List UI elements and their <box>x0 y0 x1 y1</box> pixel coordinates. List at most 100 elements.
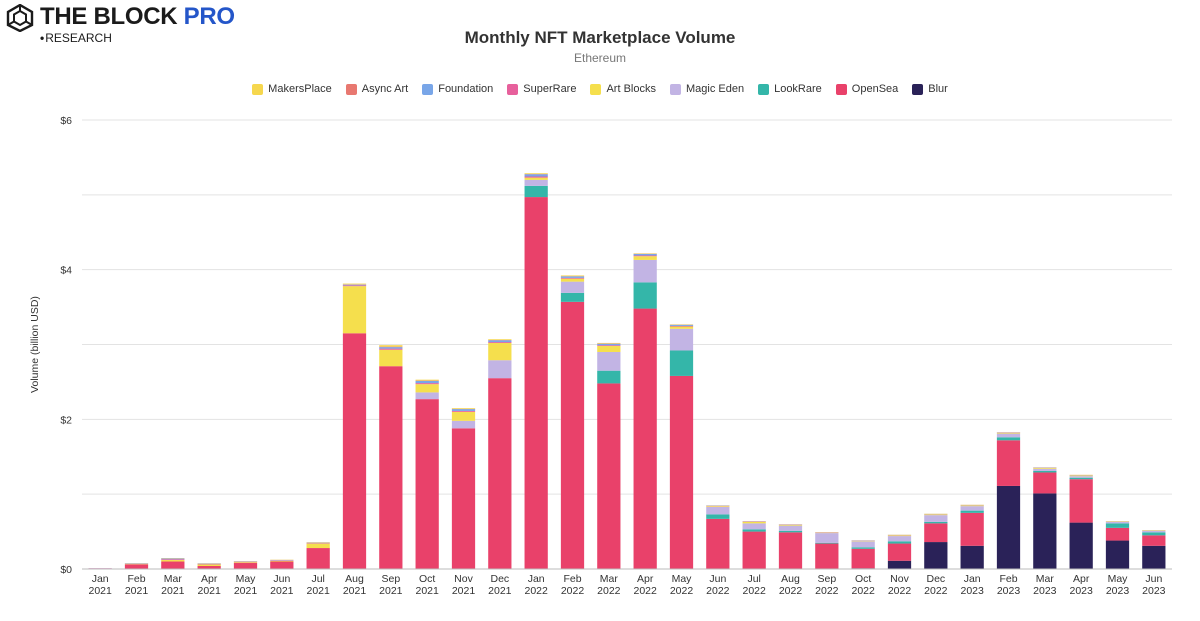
bar-segment <box>379 349 403 367</box>
bar-segment <box>124 564 149 569</box>
bar-segment <box>197 564 221 567</box>
x-tick-label-month: Dec <box>490 573 509 585</box>
legend-item[interactable]: Foundation <box>422 83 493 95</box>
legend-label: LookRare <box>774 83 822 95</box>
bar-segment <box>742 523 766 530</box>
bar-segment <box>778 530 803 533</box>
x-tick-label-year: 2021 <box>197 585 221 597</box>
x-tick-label-year: 2021 <box>379 585 403 597</box>
bar-segment <box>851 547 875 549</box>
bar-segment <box>1033 470 1057 473</box>
x-tick-label-year: 2023 <box>1069 585 1093 597</box>
bar-segment <box>342 333 367 569</box>
legend-label: Art Blocks <box>606 83 656 95</box>
x-tick-label-year: 2022 <box>851 585 875 597</box>
bar-segment <box>706 514 730 519</box>
bar-segment <box>742 531 766 569</box>
bar-segment <box>597 345 621 346</box>
x-tick-label-month: Jul <box>311 573 324 585</box>
bar-segment <box>451 410 476 412</box>
bar-segment <box>233 562 258 564</box>
bar-segment <box>633 282 657 309</box>
bar-segment <box>815 543 839 569</box>
bar-segment <box>815 542 839 544</box>
y-tick-label: $6 <box>60 115 72 127</box>
x-tick-label-year: 2022 <box>779 585 803 597</box>
x-tick-label-year: 2022 <box>524 585 548 597</box>
bar-segment <box>1033 472 1057 494</box>
bar-segment <box>633 259 657 283</box>
bar-segment <box>524 173 548 174</box>
x-tick-label-year: 2021 <box>270 585 294 597</box>
bar-segment <box>560 275 585 277</box>
bar-segment <box>342 286 367 334</box>
bar-segment <box>887 536 912 542</box>
legend-item[interactable]: Blur <box>912 83 948 95</box>
bar-segment <box>960 505 984 507</box>
x-tick-label-year: 2022 <box>924 585 948 597</box>
block-cube-icon <box>6 4 34 32</box>
bar-segment <box>960 512 984 546</box>
bar-segment <box>1033 468 1057 471</box>
x-tick-label-month: Nov <box>890 573 909 585</box>
legend-item[interactable]: SuperRare <box>507 83 576 95</box>
legend-swatch <box>345 83 357 95</box>
legend-item[interactable]: Art Blocks <box>590 83 656 95</box>
bar-segment <box>887 541 912 544</box>
x-tick-label-month: Oct <box>855 573 871 585</box>
bar-segment <box>451 409 476 411</box>
bar-segment <box>633 308 657 569</box>
bar-segment <box>415 392 439 400</box>
x-tick-label-year: 2021 <box>234 585 258 597</box>
legend-item[interactable]: Async Art <box>345 83 408 95</box>
bar-segment <box>415 399 439 569</box>
x-tick-label-month: Sep <box>817 573 836 585</box>
chart-legend: MakersPlace Async Art Foundation SuperRare A… <box>0 83 1200 95</box>
bar-segment <box>451 411 476 421</box>
bar-segment <box>960 545 984 569</box>
bar-segment <box>706 518 730 569</box>
bar-segment <box>451 428 476 569</box>
bar-segment <box>1142 545 1166 569</box>
bar-segment <box>560 278 585 282</box>
bar-segment <box>1069 522 1093 569</box>
bar-segment <box>597 383 621 569</box>
bar-segment <box>996 433 1021 438</box>
legend-swatch <box>912 83 924 95</box>
bar-segment <box>633 256 657 260</box>
bar-segment <box>815 533 839 543</box>
bar-segment <box>379 366 403 569</box>
brand-name-main: THE BLOCK <box>40 3 178 30</box>
bar-segment <box>560 301 585 569</box>
bar-segment <box>960 506 984 511</box>
bar-segment <box>306 548 330 569</box>
bar-segment <box>851 541 875 548</box>
x-tick-label-month: Jan <box>92 573 109 585</box>
legend-item[interactable]: LookRare <box>758 83 822 95</box>
legend-item[interactable]: OpenSea <box>835 83 898 95</box>
legend-label: Blur <box>928 83 948 95</box>
bar-segment <box>415 380 439 384</box>
bar-segment <box>706 506 730 515</box>
x-tick-label-month: Oct <box>419 573 435 585</box>
x-tick-label-month: Apr <box>637 573 654 585</box>
x-tick-label-year: 2021 <box>125 585 149 597</box>
bar-segment <box>379 345 403 347</box>
bar-segment <box>924 542 948 569</box>
x-tick-label-year: 2021 <box>88 585 112 597</box>
x-tick-label-month: Jun <box>709 573 726 585</box>
x-tick-label-month: Apr <box>1073 573 1090 585</box>
bar-segment <box>1069 477 1093 480</box>
x-tick-label-year: 2023 <box>1033 585 1057 597</box>
legend-swatch <box>758 83 770 95</box>
legend-item[interactable]: Magic Eden <box>669 83 744 95</box>
bar-segment <box>415 379 439 381</box>
bar-segment <box>233 561 258 563</box>
legend-swatch <box>252 83 264 95</box>
bar-segment <box>996 432 1021 434</box>
x-tick-label-month: May <box>1108 573 1129 585</box>
bar-segment <box>669 324 694 326</box>
x-tick-label-year: 2023 <box>960 585 984 597</box>
bar-segment <box>1105 523 1130 528</box>
legend-item[interactable]: MakersPlace <box>252 83 332 95</box>
